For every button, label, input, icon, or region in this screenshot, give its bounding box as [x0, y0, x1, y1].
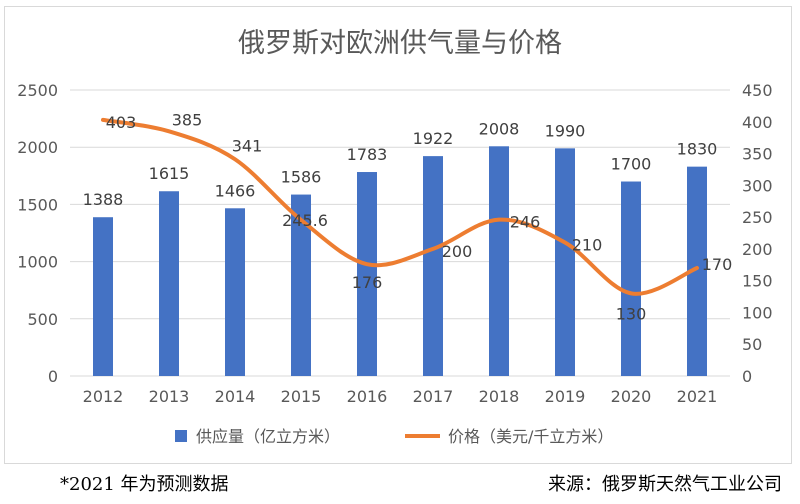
x-tick-label: 2018: [479, 387, 520, 406]
x-tick-label: 2014: [215, 387, 256, 406]
footnote-forecast: *2021 年为预测数据: [60, 474, 229, 495]
line-data-label: 170: [702, 255, 733, 274]
x-tick-label: 2015: [281, 387, 322, 406]
x-tick-label: 2020: [611, 387, 652, 406]
x-tick-label: 2019: [545, 387, 586, 406]
x-tick-label: 2021: [677, 387, 718, 406]
bar: [621, 181, 641, 376]
bar-data-label: 1783: [347, 145, 388, 164]
bar: [687, 166, 707, 376]
y-right-tick-label: 200: [742, 240, 773, 259]
bar-data-label: 1586: [281, 168, 322, 187]
y-left-tick-label: 2000: [17, 138, 58, 157]
bar: [225, 208, 245, 376]
bar: [159, 191, 179, 376]
y-right-tick-label: 250: [742, 208, 773, 227]
line-data-label: 385: [172, 110, 203, 129]
bar-data-label: 2008: [479, 119, 520, 138]
y-right-tick-label: 350: [742, 145, 773, 164]
y-right-tick-label: 50: [742, 335, 762, 354]
y-left-tick-label: 0: [48, 367, 58, 386]
bar: [357, 172, 377, 376]
bar-data-label: 1990: [545, 121, 586, 140]
line-data-label: 130: [616, 304, 647, 323]
bar: [291, 194, 311, 376]
line-data-label: 341: [232, 136, 263, 155]
bar-data-label: 1466: [215, 181, 256, 200]
line-data-label: 403: [106, 113, 137, 132]
x-tick-label: 2013: [149, 387, 190, 406]
legend-label-supply: 供应量（亿立方米）: [196, 427, 340, 446]
bar-data-label: 1388: [83, 190, 124, 209]
y-right-tick-label: 150: [742, 272, 773, 291]
y-right-tick-label: 300: [742, 176, 773, 195]
y-right-tick-label: 0: [742, 367, 752, 386]
line-data-label: 210: [572, 236, 603, 255]
price-line: [101, 117, 699, 296]
chart-svg: 俄罗斯对欧洲供气量与价格 1388 1615 1466 1586 1783 1922 200…: [17, 28, 773, 446]
bar-data-label: 1615: [149, 164, 190, 183]
bar-data-label: 1830: [677, 140, 718, 159]
chart-frame: [4, 6, 792, 464]
bar-data-label: 1700: [611, 155, 652, 174]
legend-swatch-bar: [175, 430, 187, 442]
y-left-tick-label: 500: [27, 310, 58, 329]
y-left-tick-label: 1500: [17, 195, 58, 214]
bar: [489, 146, 509, 376]
legend-label-price: 价格（美元/千立方米）: [448, 427, 613, 446]
bar-data-label: 1922: [413, 129, 454, 148]
y-right-tick-label: 100: [742, 303, 773, 322]
bar: [93, 217, 113, 376]
y-left-tick-label: 1000: [17, 253, 58, 272]
line-data-label: 246: [510, 213, 541, 232]
y-left-tick-label: 2500: [17, 81, 58, 100]
x-tick-label: 2016: [347, 387, 388, 406]
y-right-tick-label: 400: [742, 113, 773, 132]
footnote-source: 来源：俄罗斯天然气工业公司: [548, 474, 782, 495]
line-data-label: 176: [352, 273, 383, 292]
chart-title: 俄罗斯对欧洲供气量与价格: [238, 28, 562, 59]
line-data-label: 200: [442, 242, 473, 261]
y-right-tick-label: 450: [742, 81, 773, 100]
bar: [555, 148, 575, 376]
x-tick-label: 2017: [413, 387, 454, 406]
bar: [423, 156, 443, 376]
x-tick-label: 2012: [83, 387, 124, 406]
line-data-label: 245.6: [282, 211, 328, 230]
